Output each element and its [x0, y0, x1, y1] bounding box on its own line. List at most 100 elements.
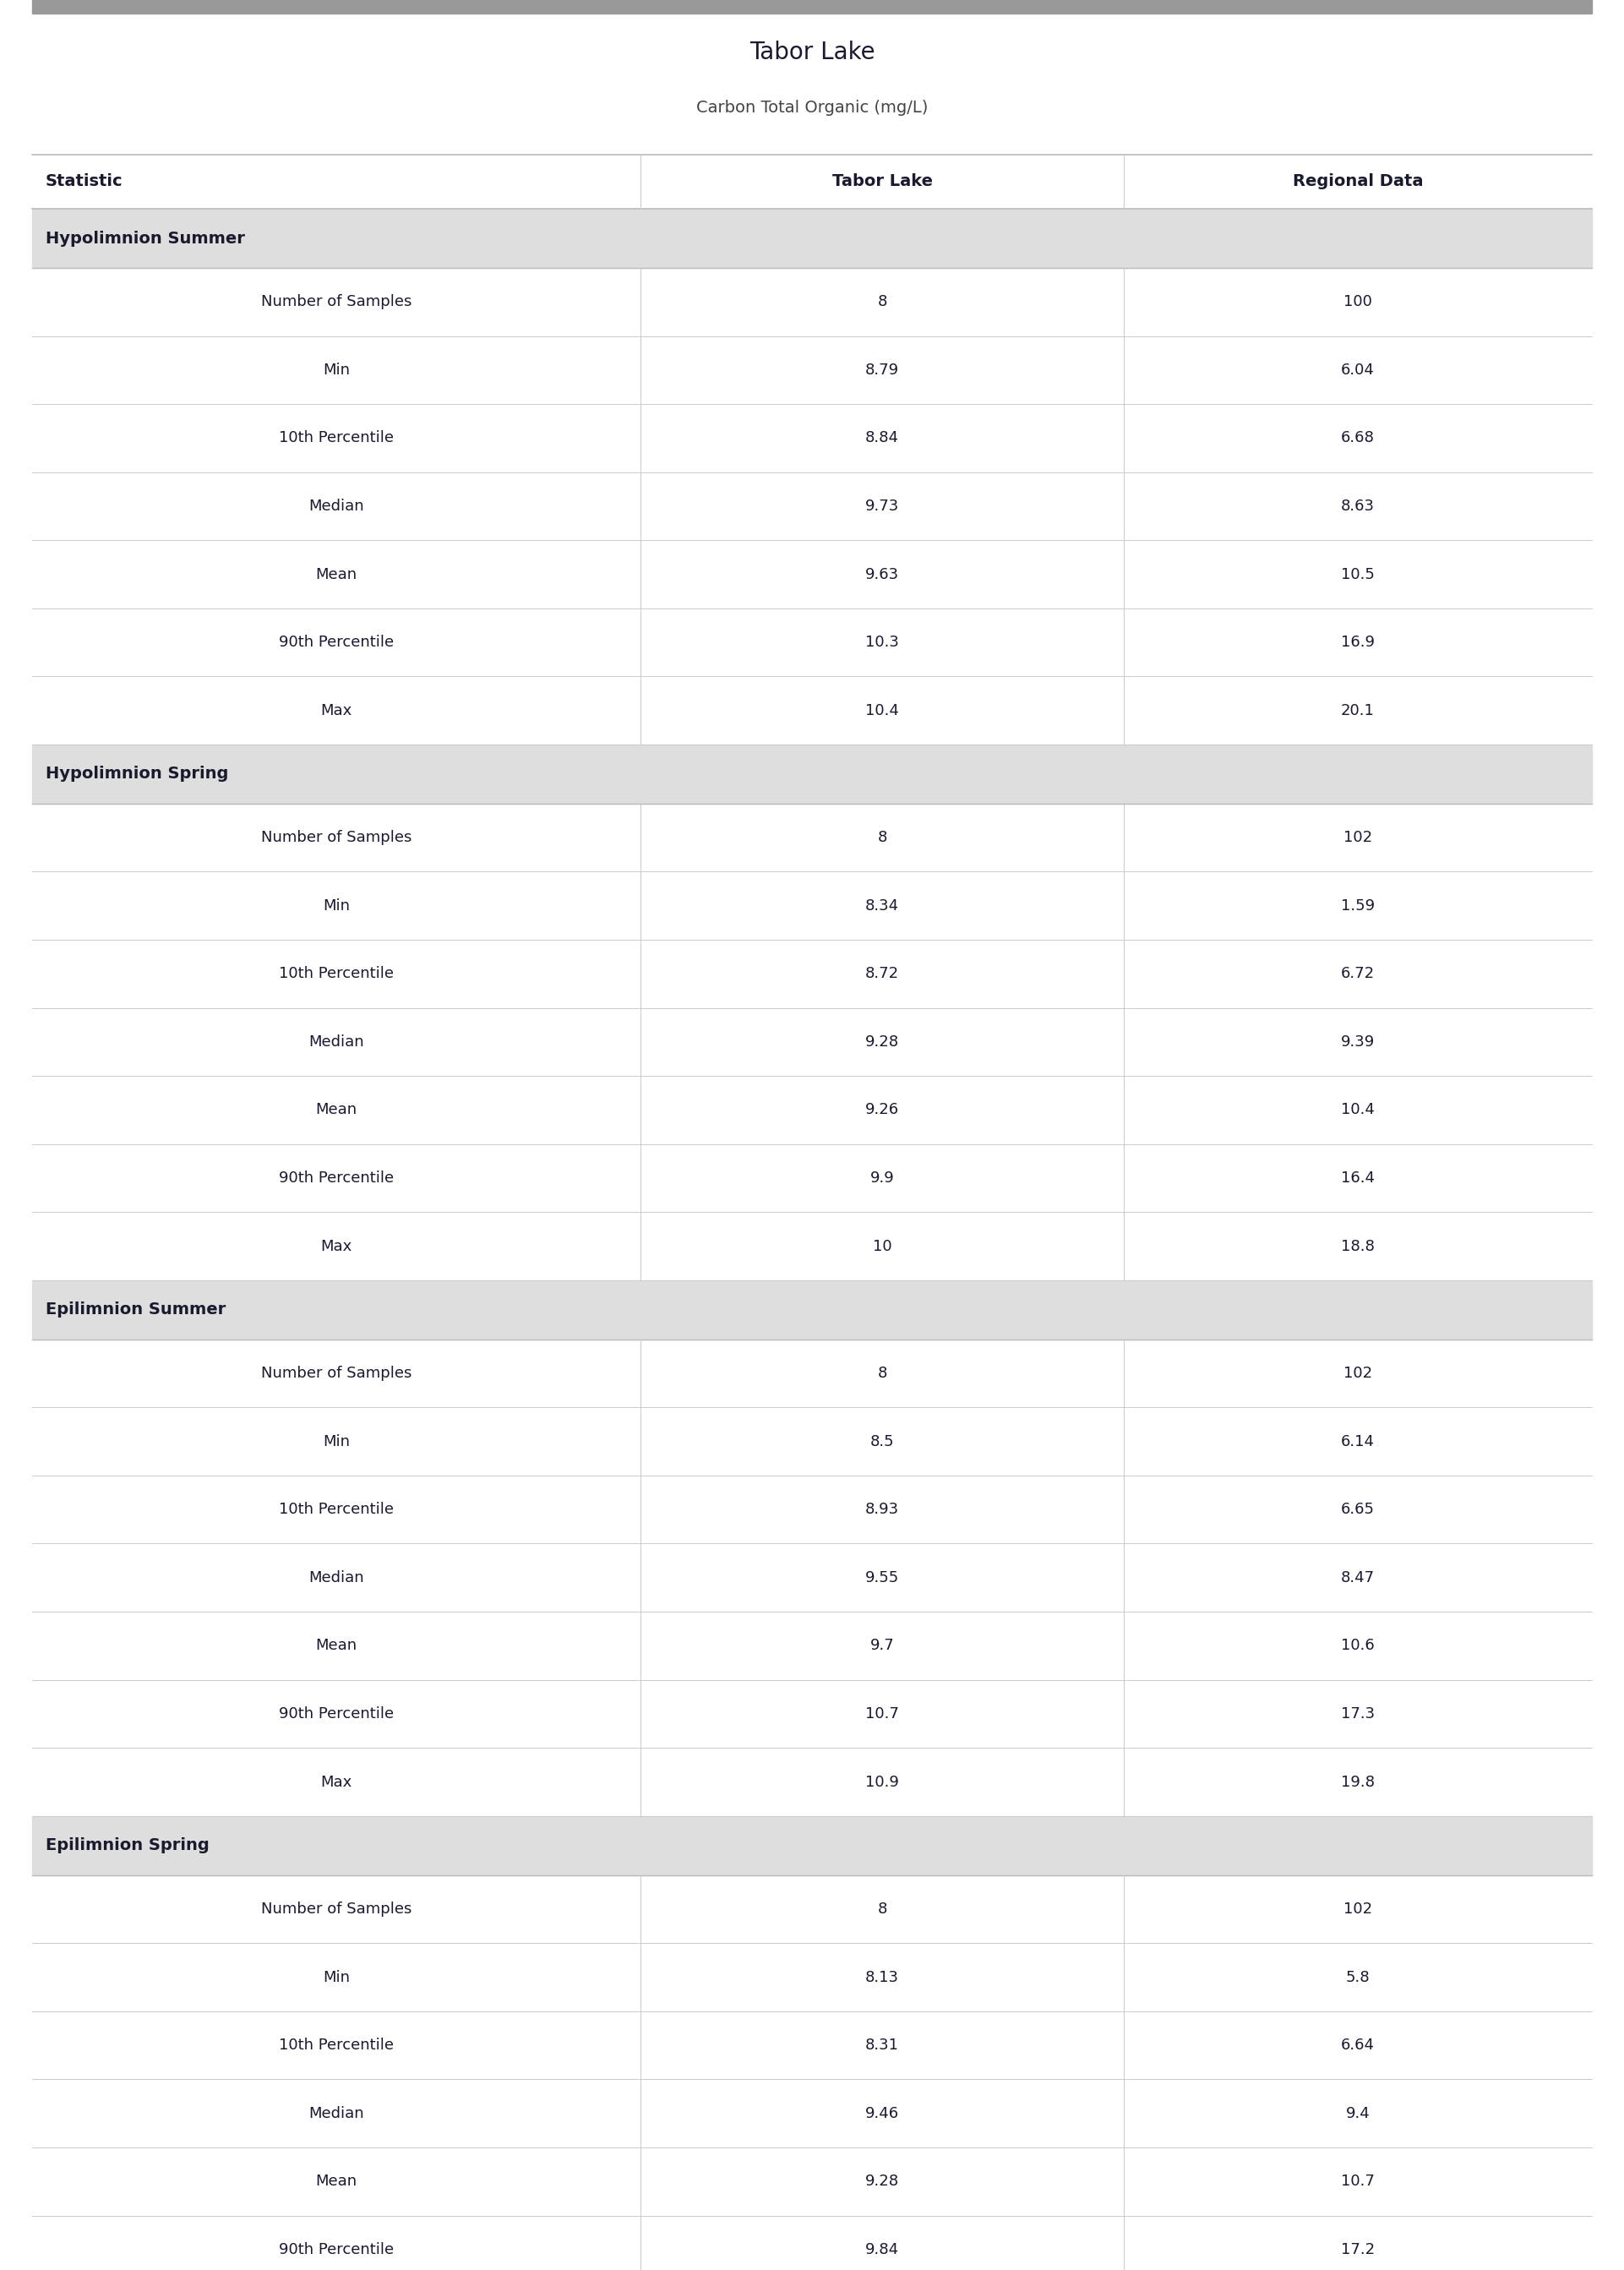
Text: 9.28: 9.28 [866, 1035, 900, 1049]
Text: Epilimnion Spring: Epilimnion Spring [45, 1836, 209, 1855]
Bar [32, 804, 1592, 872]
Bar [32, 1280, 1592, 1339]
Text: 18.8: 18.8 [1341, 1239, 1374, 1253]
Text: Max: Max [322, 1239, 352, 1253]
Text: 10.5: 10.5 [1341, 568, 1374, 581]
Text: 8.5: 8.5 [870, 1435, 895, 1448]
Text: 8: 8 [877, 831, 887, 844]
Text: 10th Percentile: 10th Percentile [279, 431, 395, 445]
Bar [32, 154, 1592, 209]
Text: 6.68: 6.68 [1341, 431, 1374, 445]
Bar [32, 1748, 1592, 1816]
Text: 10.4: 10.4 [1341, 1103, 1374, 1117]
Text: 10.9: 10.9 [866, 1775, 900, 1789]
Text: Tabor Lake: Tabor Lake [831, 173, 932, 191]
Bar [32, 1339, 1592, 1407]
Text: 8.72: 8.72 [866, 967, 900, 981]
Text: 10th Percentile: 10th Percentile [279, 1503, 395, 1516]
Bar [32, 608, 1592, 676]
Bar [32, 2216, 1592, 2270]
Text: 16.9: 16.9 [1341, 636, 1374, 649]
Bar [32, 2011, 1592, 2079]
Bar [32, 1076, 1592, 1144]
Text: 20.1: 20.1 [1341, 704, 1374, 717]
Text: 9.4: 9.4 [1346, 2107, 1369, 2120]
Text: Regional Data: Regional Data [1293, 173, 1423, 191]
Text: 1.59: 1.59 [1341, 899, 1374, 913]
Text: 5.8: 5.8 [1346, 1970, 1369, 1984]
Text: Statistic: Statistic [45, 173, 123, 191]
Bar [32, 268, 1592, 336]
Text: 6.04: 6.04 [1341, 363, 1374, 377]
Bar [32, 676, 1592, 745]
Text: 102: 102 [1343, 1902, 1372, 1916]
Bar [32, 2147, 1592, 2216]
Text: Mean: Mean [315, 2175, 357, 2188]
Text: 9.39: 9.39 [1341, 1035, 1374, 1049]
Text: 8.13: 8.13 [866, 1970, 900, 1984]
Text: Mean: Mean [315, 1103, 357, 1117]
Text: 10.4: 10.4 [866, 704, 900, 717]
Bar [32, 336, 1592, 404]
Text: Min: Min [323, 1435, 351, 1448]
Text: 102: 102 [1343, 831, 1372, 844]
Text: 6.64: 6.64 [1341, 2038, 1374, 2052]
Text: 8.93: 8.93 [866, 1503, 900, 1516]
Text: 8: 8 [877, 1902, 887, 1916]
Bar [32, 209, 1592, 268]
Text: Hypolimnion Spring: Hypolimnion Spring [45, 765, 229, 783]
Text: Max: Max [322, 1775, 352, 1789]
Bar [32, 1943, 1592, 2011]
Text: Median: Median [309, 1571, 364, 1584]
Text: 6.72: 6.72 [1341, 967, 1374, 981]
Text: 100: 100 [1343, 295, 1372, 309]
Text: 6.65: 6.65 [1341, 1503, 1374, 1516]
Text: 9.84: 9.84 [866, 2243, 900, 2256]
Bar [32, 940, 1592, 1008]
Text: 10.3: 10.3 [866, 636, 900, 649]
Text: Mean: Mean [315, 568, 357, 581]
Bar [32, 540, 1592, 608]
Text: Min: Min [323, 899, 351, 913]
Text: Median: Median [309, 1035, 364, 1049]
Text: 8: 8 [877, 1367, 887, 1380]
Text: 90th Percentile: 90th Percentile [279, 1171, 395, 1185]
Text: 19.8: 19.8 [1341, 1775, 1374, 1789]
Text: Carbon Total Organic (mg/L): Carbon Total Organic (mg/L) [697, 100, 927, 116]
Text: 9.63: 9.63 [866, 568, 900, 581]
Text: 9.9: 9.9 [870, 1171, 895, 1185]
Text: 9.55: 9.55 [866, 1571, 900, 1584]
Text: Median: Median [309, 2107, 364, 2120]
Bar [32, 2079, 1592, 2147]
Bar [32, 1144, 1592, 1212]
Text: Number of Samples: Number of Samples [261, 1902, 412, 1916]
Bar [32, 1680, 1592, 1748]
Bar [32, 1476, 1592, 1544]
Text: 16.4: 16.4 [1341, 1171, 1374, 1185]
Text: Epilimnion Summer: Epilimnion Summer [45, 1301, 226, 1319]
Text: Tabor Lake: Tabor Lake [749, 41, 875, 64]
Text: Number of Samples: Number of Samples [261, 831, 412, 844]
Bar [32, 1407, 1592, 1476]
Bar [32, 404, 1592, 472]
Text: 9.73: 9.73 [866, 499, 900, 513]
Text: Hypolimnion Summer: Hypolimnion Summer [45, 229, 245, 247]
Text: 9.28: 9.28 [866, 2175, 900, 2188]
Bar [32, 472, 1592, 540]
Text: 8.31: 8.31 [866, 2038, 900, 2052]
Text: 9.26: 9.26 [866, 1103, 900, 1117]
Text: Max: Max [322, 704, 352, 717]
Bar [32, 1875, 1592, 1943]
Text: Mean: Mean [315, 1639, 357, 1653]
Bar [32, 1544, 1592, 1612]
Text: 10: 10 [872, 1239, 892, 1253]
Text: Median: Median [309, 499, 364, 513]
Bar [32, 1816, 1592, 1875]
Text: 8.79: 8.79 [866, 363, 900, 377]
Bar [32, 1612, 1592, 1680]
Text: 10th Percentile: 10th Percentile [279, 2038, 395, 2052]
Text: 17.2: 17.2 [1341, 2243, 1374, 2256]
Text: 8: 8 [877, 295, 887, 309]
Bar [32, 0, 1592, 14]
Text: Number of Samples: Number of Samples [261, 295, 412, 309]
